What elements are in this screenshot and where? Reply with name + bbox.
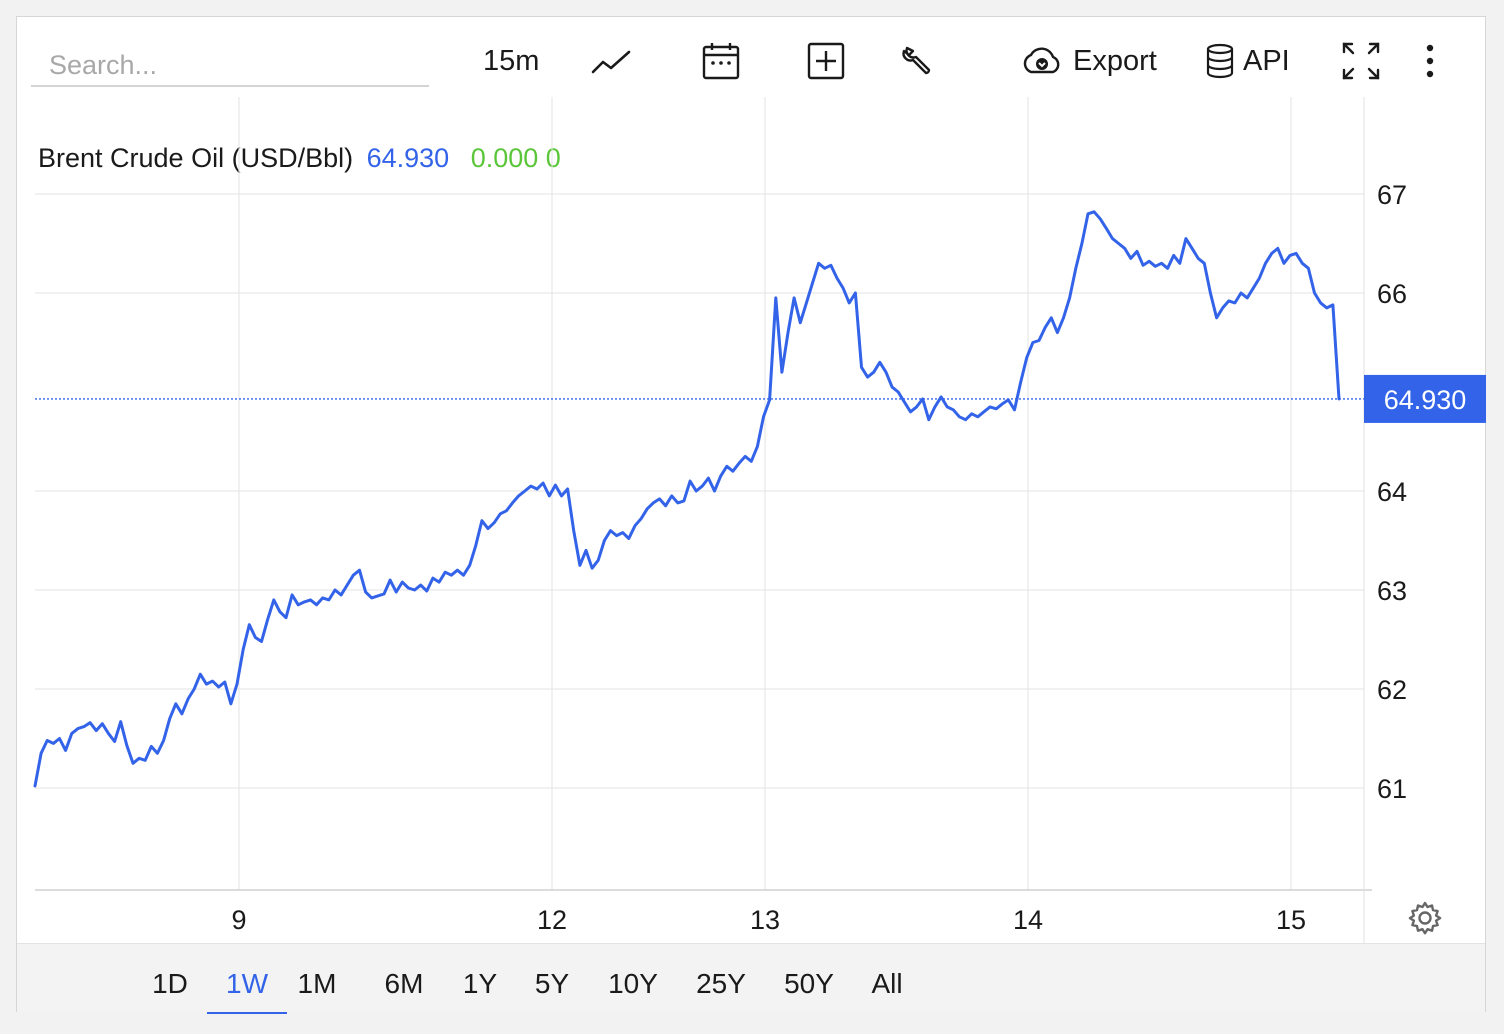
range-tab-1w[interactable]: 1W (207, 944, 287, 1014)
range-tab-1d[interactable]: 1D (152, 968, 188, 999)
interval-selector[interactable]: 15m (483, 39, 539, 83)
database-icon (1206, 43, 1234, 79)
y-tick-label: 61 (1377, 774, 1407, 804)
y-tick-label: 67 (1377, 180, 1407, 210)
toolbar: 15m (17, 17, 1485, 107)
interval-label: 15m (483, 44, 540, 77)
y-tick-label: 64 (1377, 477, 1407, 507)
search-input[interactable] (31, 45, 429, 87)
chart-type-button[interactable] (591, 39, 633, 83)
x-tick-label: 9 (231, 905, 246, 935)
calendar-icon (702, 43, 740, 80)
fullscreen-button[interactable] (1341, 39, 1381, 83)
range-tab-50y[interactable]: 50Y (784, 968, 834, 999)
more-vertical-icon (1426, 44, 1434, 78)
add-icon (807, 42, 845, 80)
chart-widget: 15m (16, 16, 1487, 1014)
range-tab-1y[interactable]: 1Y (462, 968, 498, 999)
x-tick-label: 14 (1013, 905, 1043, 935)
y-tick-label: 66 (1377, 279, 1407, 309)
last-price-tag-label: 64.930 (1384, 385, 1467, 415)
gear-icon[interactable] (1407, 900, 1443, 936)
legend-change: 0.000 0 (470, 143, 561, 173)
cloud-download-icon (1023, 47, 1060, 74)
y-tick-label: 63 (1377, 576, 1407, 606)
line-chart-icon (591, 50, 631, 74)
wrench-icon (902, 46, 931, 75)
range-tab-25y[interactable]: 25Y (696, 968, 746, 999)
instrument-name: Brent Crude Oil (USD/Bbl) (38, 143, 354, 173)
x-tick-label: 13 (750, 905, 780, 935)
range-selector: 1D 1W 1M 6M 1Y 5Y 10Y 25Y 50Y All (17, 943, 1485, 1014)
x-tick-label: 12 (537, 905, 567, 935)
range-tab-6m[interactable]: 6M (384, 968, 424, 999)
api-label: API (1243, 44, 1290, 77)
range-tab-5y[interactable]: 5Y (534, 968, 570, 999)
price-chart[interactable]: 61 62 63 64 66 67 9 12 13 14 15 64.930 (17, 17, 1487, 943)
chart-legend: Brent Crude Oil (USD/Bbl) 64.930 0.000 0 (38, 143, 561, 174)
last-price-tag (1364, 374, 1486, 423)
range-tab-all[interactable]: All (871, 968, 903, 999)
export-button[interactable]: Export (1019, 39, 1157, 83)
fullscreen-icon (1342, 42, 1380, 80)
x-tick-label: 15 (1276, 905, 1306, 935)
range-tab-1m[interactable]: 1M (297, 968, 337, 999)
legend-price: 64.930 (366, 143, 450, 173)
api-button[interactable]: API (1205, 39, 1290, 83)
export-label: Export (1073, 44, 1157, 77)
range-tab-10y[interactable]: 10Y (608, 968, 658, 999)
settings-tools-button[interactable] (899, 39, 937, 83)
series-line[interactable] (33, 210, 1341, 788)
more-menu-button[interactable] (1423, 39, 1437, 83)
date-range-button[interactable] (701, 39, 741, 83)
add-indicator-button[interactable] (807, 39, 845, 83)
y-tick-label: 62 (1377, 675, 1407, 705)
